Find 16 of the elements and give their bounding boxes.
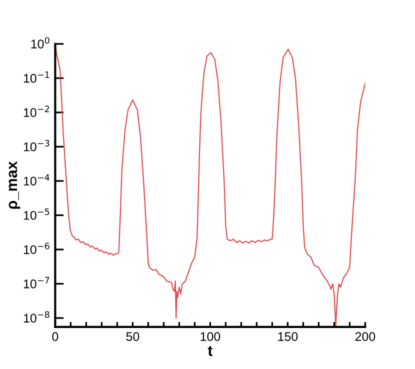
x-tick-label: 200 bbox=[355, 332, 376, 341]
y-tick-label: 10$^{−2}$ bbox=[24, 106, 50, 117]
x-axis-title: t bbox=[208, 346, 213, 356]
x-tick-label: 150 bbox=[278, 332, 298, 341]
y-tick-label: 10$^{−8}$ bbox=[24, 311, 50, 323]
x-tick-label: 0 bbox=[52, 332, 58, 341]
y-tick-label: 10$^{−6}$ bbox=[24, 242, 50, 254]
y-tick-label: 10$^{0}$ bbox=[31, 37, 50, 48]
y-tick-label: 10$^{−4}$ bbox=[24, 174, 50, 186]
x-tick-label: 50 bbox=[126, 332, 140, 341]
y-axis-title: ρ_max bbox=[8, 161, 20, 209]
x-tick-label: 100 bbox=[200, 332, 220, 341]
y-tick-label: 10$^{−3}$ bbox=[24, 140, 50, 152]
y-tick-label: 10$^{−5}$ bbox=[24, 208, 50, 220]
y-tick-label: 10$^{−1}$ bbox=[24, 71, 50, 83]
y-tick-label: 10$^{−7}$ bbox=[24, 277, 50, 288]
